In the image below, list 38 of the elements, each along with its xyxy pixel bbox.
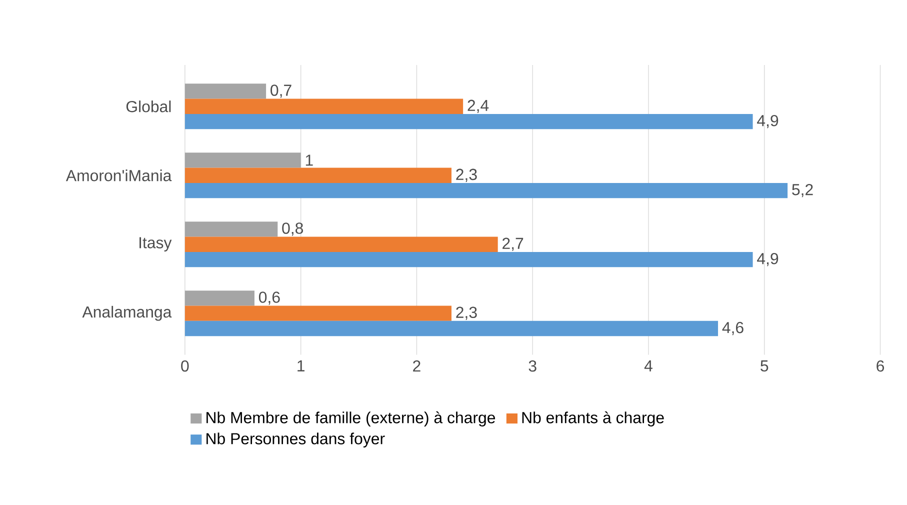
x-tick-label: 0 xyxy=(181,360,189,372)
data-label: 1 xyxy=(306,154,313,166)
data-label: 0,7 xyxy=(270,84,292,98)
legend-label: Nb Personnes dans foyer xyxy=(206,432,385,448)
data-label: 2,3 xyxy=(456,306,477,320)
bar xyxy=(184,183,788,198)
data-label: 4,6 xyxy=(722,322,744,336)
x-tick-label: 4 xyxy=(644,360,652,372)
bar xyxy=(184,114,753,130)
y-tick-label: Itasy xyxy=(140,237,172,252)
bar xyxy=(184,320,718,336)
x-tick-label: 2 xyxy=(413,360,420,372)
legend-label: Nb enfants à charge xyxy=(522,411,664,427)
bar xyxy=(184,306,452,321)
y-tick-label: Global xyxy=(126,100,171,112)
x-tick-label: 3 xyxy=(528,360,536,372)
y-tick-label: Amoron'iMania xyxy=(66,170,172,182)
y-tick-label: Analamanga xyxy=(82,306,172,321)
bar xyxy=(184,84,266,99)
bar xyxy=(184,290,254,306)
data-label: 0,6 xyxy=(258,292,280,305)
data-label: 5,2 xyxy=(792,184,813,198)
bar xyxy=(184,168,452,184)
bar xyxy=(184,152,301,168)
bar xyxy=(184,252,753,268)
x-tick-label: 1 xyxy=(298,360,304,372)
bar xyxy=(184,236,498,252)
x-tick-label: 5 xyxy=(760,360,768,372)
data-label: 2,3 xyxy=(456,168,477,182)
data-label: 2,7 xyxy=(502,238,524,251)
data-label: 4,9 xyxy=(757,115,778,128)
bar xyxy=(184,222,278,237)
legend-label: Nb Membre de famille (externe) à charge xyxy=(206,411,496,427)
data-label: 4,9 xyxy=(757,253,778,266)
bar xyxy=(184,98,464,114)
data-label: 2,4 xyxy=(468,100,489,114)
data-label: 0,8 xyxy=(282,222,303,236)
x-tick-label: 6 xyxy=(876,360,884,372)
